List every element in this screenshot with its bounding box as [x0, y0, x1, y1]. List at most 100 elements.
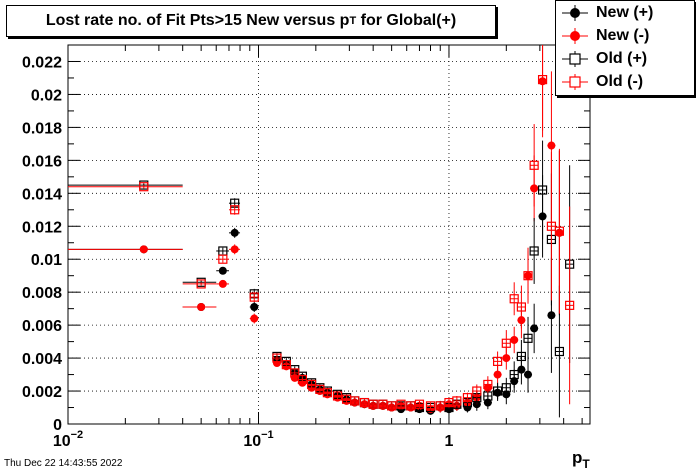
y-tick-label: 0.006 — [22, 318, 62, 335]
data-point — [444, 397, 454, 408]
data-point — [414, 399, 425, 409]
data-point — [250, 303, 259, 312]
data-point — [406, 401, 416, 411]
y-tick-label: 0.01 — [31, 252, 62, 269]
data-point — [529, 160, 539, 170]
filled-circle-marker-icon — [562, 5, 588, 21]
y-tick-label: 0.002 — [22, 384, 62, 401]
data-point — [537, 185, 548, 195]
data-point — [546, 221, 557, 231]
data-point — [462, 393, 473, 403]
data-point — [139, 182, 149, 192]
data-point — [218, 246, 228, 256]
data-point — [197, 303, 206, 312]
chart-title: Lost rate no. of Fit Pts>15 New versus p… — [6, 5, 496, 37]
y-tick-label: 0.008 — [22, 285, 62, 302]
data-point — [249, 292, 259, 302]
data-point — [218, 254, 228, 264]
data-point — [315, 384, 325, 394]
y-tick-label: 0.018 — [22, 120, 62, 137]
data-point — [509, 294, 519, 304]
chart-title-main: Lost rate no. of Fit Pts>15 New versus p — [45, 12, 350, 29]
data-point — [547, 311, 556, 320]
legend: New (+) New (-) Old (+) Old (-) — [555, 0, 695, 96]
data-point — [435, 401, 445, 411]
data-point — [250, 314, 259, 323]
y-tick-label: 0.014 — [22, 186, 62, 203]
data-point — [290, 368, 300, 378]
data-point — [502, 354, 511, 363]
data-point — [218, 266, 227, 275]
y-tick-label: 0 — [53, 417, 62, 434]
open-square-marker-icon — [562, 51, 588, 67]
data-point — [565, 300, 575, 310]
legend-entry-new-plus: New (+) — [562, 2, 653, 24]
grid-layer — [67, 45, 590, 424]
data-point — [547, 141, 556, 150]
y-tick-label: 0.022 — [22, 54, 62, 71]
data-point — [523, 271, 533, 281]
data-point — [350, 396, 360, 406]
data-layer — [68, 45, 575, 418]
data-point — [378, 399, 388, 409]
data-point — [290, 373, 299, 382]
data-point — [322, 388, 332, 398]
series-old — [68, 45, 575, 411]
data-point — [492, 386, 503, 396]
legend-entry-old-minus: Old (-) — [562, 71, 643, 93]
y-tick-label: 0.016 — [22, 153, 62, 170]
data-point — [230, 205, 240, 215]
x-axis-label: pT — [572, 448, 590, 471]
data-point — [509, 369, 519, 380]
data-point — [501, 338, 511, 348]
data-point — [368, 399, 378, 409]
data-point — [516, 351, 526, 362]
data-point — [510, 335, 519, 344]
data-point — [332, 391, 343, 401]
data-point — [359, 397, 370, 408]
legend-entry-old-plus: Old (+) — [562, 48, 647, 70]
data-point — [537, 75, 548, 85]
data-point — [529, 246, 539, 256]
timestamp: Thu Dec 22 14:43:55 2022 — [4, 458, 123, 469]
data-point — [230, 245, 239, 254]
data-point — [524, 370, 533, 379]
data-point — [554, 226, 565, 236]
data-point — [297, 374, 307, 385]
y-tick-label: 0.012 — [22, 219, 62, 236]
data-point — [218, 279, 227, 288]
data-point — [493, 370, 502, 379]
chart-title-subscript: T — [349, 15, 357, 27]
data-point — [516, 302, 526, 312]
data-point — [452, 396, 462, 406]
data-point — [306, 379, 317, 390]
data-point — [230, 228, 239, 237]
data-point — [396, 399, 406, 409]
series-new — [68, 45, 564, 414]
data-point — [387, 401, 397, 411]
data-point — [139, 245, 148, 254]
y-tick-label: 0.02 — [31, 87, 62, 104]
legend-label: New (+) — [596, 4, 654, 21]
data-point — [483, 379, 493, 390]
filled-circle-marker-icon — [562, 28, 588, 44]
data-point — [492, 356, 503, 366]
data-point — [501, 383, 511, 393]
chart-title-tail: for Global(+) — [356, 12, 457, 29]
data-point — [554, 346, 565, 357]
data-point — [425, 401, 436, 411]
plot-frame — [67, 44, 591, 425]
data-point — [196, 279, 206, 289]
data-point — [530, 324, 539, 333]
data-point — [472, 386, 482, 396]
x-tick-label: 10−2 — [53, 429, 83, 450]
legend-entry-new-minus: New (-) — [562, 25, 649, 47]
x-tick-label: 10−1 — [243, 429, 273, 450]
data-point — [483, 391, 493, 401]
y-tick-label: 0.004 — [22, 351, 62, 368]
data-point — [523, 333, 533, 343]
legend-label: New (-) — [596, 27, 650, 44]
x-tick-label: 1 — [445, 433, 454, 450]
data-point — [281, 360, 291, 370]
